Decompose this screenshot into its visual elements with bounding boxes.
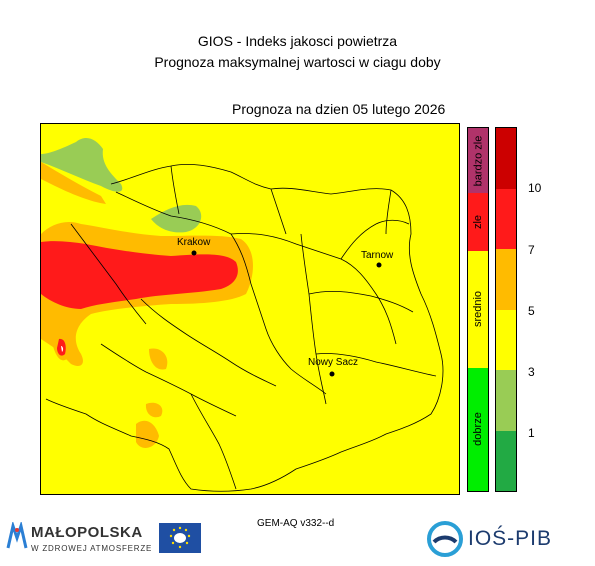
category-label: srednio	[472, 291, 485, 328]
orange-blob-south-2	[145, 402, 163, 418]
scale-segment	[496, 370, 516, 431]
city-label-tarnow: Tarnow	[361, 250, 394, 261]
map-subtitle: Prognoza maksymalnej wartosci w ciagu do…	[154, 54, 441, 70]
malopolska-name: MAŁOPOLSKA	[31, 524, 143, 541]
city-marker	[376, 262, 382, 268]
green-area-center	[151, 204, 202, 233]
category-label: bardzo zle	[472, 135, 485, 187]
red-core	[41, 241, 238, 309]
city-label-krakow: Krakow	[177, 237, 211, 248]
category-dobrze: dobrze	[468, 367, 488, 491]
city-marker	[191, 250, 197, 256]
green-area-north-west	[41, 138, 123, 192]
scale-tick-5: 5	[528, 304, 535, 318]
scale-tick-10: 10	[528, 181, 542, 195]
scale-segment	[496, 430, 516, 491]
scale-tick-3: 3	[528, 365, 535, 379]
ios-pib-logo-icon	[427, 521, 463, 557]
city-krakow: Krakow	[177, 237, 211, 256]
white-spot-south-west	[61, 346, 64, 352]
city-label-nowy-sacz: Nowy Sacz	[308, 357, 358, 368]
orange-strip-north-west	[41, 162, 106, 204]
map-canvas: Krakow Tarnow Nowy Sacz	[41, 124, 459, 494]
district-boundaries	[45, 164, 444, 492]
category-label: dobrze	[472, 412, 485, 447]
malopolska-tagline: W ZDROWEJ ATMOSFERZE	[31, 544, 153, 553]
scale-segment	[496, 128, 516, 189]
model-version: GEM-AQ v332--d	[257, 518, 335, 529]
category-label: zle	[472, 215, 484, 230]
scale-tick-1: 1	[528, 426, 535, 440]
scale-segment	[496, 188, 516, 249]
category-srednio: srednio	[468, 251, 488, 368]
scale-tick-7: 7	[528, 243, 535, 257]
scale-segment	[496, 249, 516, 310]
air-quality-map: Krakow Tarnow Nowy Sacz	[40, 123, 460, 495]
malopolska-logo-icon	[6, 522, 28, 549]
city-marker	[329, 371, 335, 377]
orange-blob-center-south	[149, 348, 168, 370]
category-zle: zle	[468, 193, 488, 252]
color-scale-legend	[495, 127, 517, 492]
city-tarnow: Tarnow	[361, 250, 394, 268]
category-legend: bardzo zle zle srednio dobrze	[467, 127, 489, 492]
scale-segment	[496, 309, 516, 370]
ios-pib-name: IOŚ-PIB	[468, 527, 553, 550]
city-nowy-sacz: Nowy Sacz	[308, 357, 358, 377]
forecast-date: Prognoza na dzien 05 lutego 2026	[232, 101, 446, 117]
map-title: GIOS - Indeks jakosci powietrza	[197, 33, 398, 49]
category-bardzo-zle: bardzo zle	[468, 128, 488, 194]
eu-life-logo-icon	[159, 523, 201, 553]
